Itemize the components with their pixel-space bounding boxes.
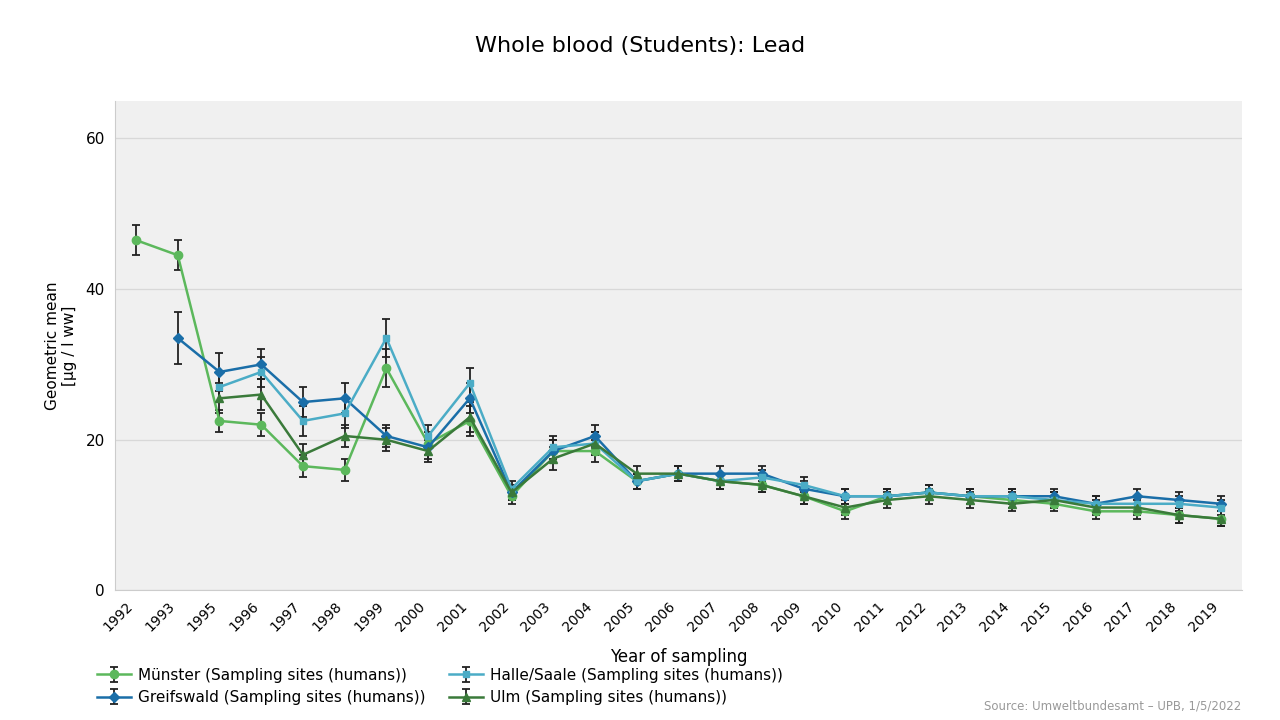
- Text: Whole blood (Students): Lead: Whole blood (Students): Lead: [475, 36, 805, 56]
- Legend: Münster (Sampling sites (humans)), Greifswald (Sampling sites (humans)), Halle/S: Münster (Sampling sites (humans)), Greif…: [97, 667, 783, 705]
- Text: Source: Umweltbundesamt – UPB, 1/5/2022: Source: Umweltbundesamt – UPB, 1/5/2022: [984, 700, 1242, 713]
- X-axis label: Year of sampling: Year of sampling: [609, 648, 748, 666]
- Y-axis label: Geometric mean
[µg / l ww]: Geometric mean [µg / l ww]: [45, 282, 77, 410]
